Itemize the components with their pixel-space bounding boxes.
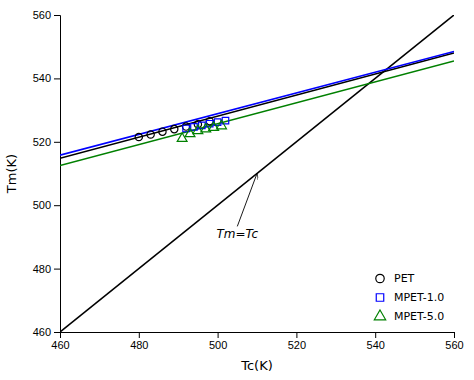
tick: 540 — [33, 72, 60, 84]
legend-item: MPET-1.0 — [376, 291, 444, 304]
tick: 520 — [33, 136, 60, 148]
tick-mark — [296, 332, 297, 338]
y-axis: 460 480 500 520 540 560 — [33, 9, 61, 338]
point — [182, 123, 189, 130]
tick-mark — [454, 332, 455, 338]
tick-label: 560 — [33, 9, 51, 21]
point — [217, 120, 227, 129]
tick-label: 500 — [209, 339, 227, 351]
marks — [60, 15, 454, 332]
line — [60, 51, 454, 155]
tick: 500 — [209, 332, 227, 351]
axis-line — [61, 333, 455, 339]
legend-item: PET — [376, 272, 415, 285]
tick-mark — [139, 332, 140, 338]
legend-label: MPET-1.0 — [394, 291, 444, 304]
tick: 560 — [33, 9, 60, 21]
tick-label: 480 — [33, 263, 51, 275]
chart: 460 480 500 520 540 560 460 480 500 520 540 560 Tm=T… — [0, 0, 474, 380]
annotation: Tm=Tc — [217, 227, 259, 241]
point — [135, 133, 142, 140]
tick: 480 — [33, 263, 60, 275]
tick-mark — [218, 332, 219, 338]
tick: 460 — [33, 326, 60, 338]
tick-label: 480 — [130, 339, 148, 351]
tick-mark — [54, 205, 60, 206]
tick-label: 560 — [445, 339, 463, 351]
point — [159, 128, 166, 135]
tick: 520 — [288, 332, 306, 351]
tick-mark — [54, 78, 60, 79]
tick-mark — [54, 15, 60, 16]
legend-label: MPET-5.0 — [394, 310, 444, 323]
line — [60, 53, 454, 158]
tick-mark — [54, 142, 60, 143]
tick-label: 520 — [288, 339, 306, 351]
y-axis-title: Tm(K) — [4, 154, 19, 194]
tick-label: 460 — [33, 326, 51, 338]
tick: 500 — [33, 199, 60, 211]
legend-symbol — [376, 274, 384, 282]
line — [60, 61, 454, 166]
annotation-arrow — [237, 174, 257, 227]
x-axis: 460 480 500 520 540 560 — [51, 332, 463, 351]
tick: 480 — [130, 332, 148, 351]
axis-line — [54, 16, 61, 333]
tick-mark — [54, 332, 60, 333]
tick-label: 460 — [51, 339, 69, 351]
tick-label: 500 — [33, 199, 51, 211]
tick: 540 — [367, 332, 385, 351]
tick-mark — [375, 332, 376, 338]
tick-label: 540 — [367, 339, 385, 351]
plot-area: 460 480 500 520 540 560 460 480 500 520 540 560 Tm=T… — [33, 9, 464, 351]
tick: 460 — [51, 332, 69, 351]
legend: PET MPET-1.0 MPET-5.0 — [374, 272, 444, 323]
line — [60, 15, 454, 332]
legend-symbol — [374, 310, 385, 320]
legend-label: PET — [394, 272, 415, 285]
legend-item: MPET-5.0 — [374, 310, 444, 323]
annotations: Tm=Tc — [217, 174, 259, 242]
legend-symbol — [376, 294, 383, 301]
x-axis-title: Tc(K) — [240, 358, 273, 373]
tick-mark — [54, 269, 60, 270]
tick-label: 520 — [33, 136, 51, 148]
tick-label: 540 — [33, 72, 51, 84]
point — [171, 125, 178, 132]
tick: 560 — [445, 332, 463, 351]
point — [147, 131, 154, 138]
